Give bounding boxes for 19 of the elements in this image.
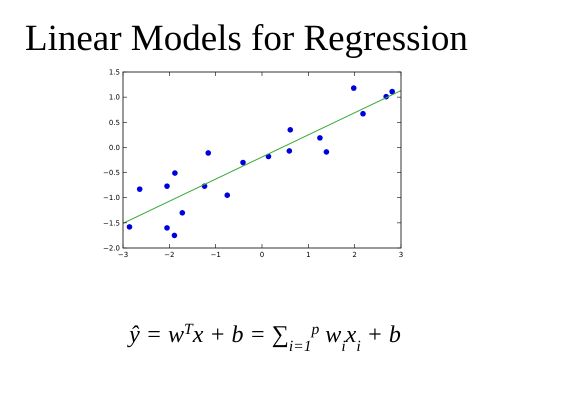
point [164, 183, 170, 189]
point [172, 170, 178, 176]
point [205, 150, 212, 156]
point [164, 225, 170, 231]
point [360, 110, 366, 117]
point [287, 127, 294, 133]
point [324, 149, 330, 155]
point [317, 135, 323, 141]
text: ŷ = w$^{T}$x + b = ∑$_{i=1}$$^{p}$ w$_{i}$x$_{i}$ + b [129, 320, 401, 354]
point [172, 232, 178, 238]
point [286, 148, 292, 154]
point [350, 85, 357, 91]
point [240, 160, 246, 166]
point [136, 186, 142, 192]
point [180, 210, 186, 216]
point [389, 88, 395, 94]
point [126, 224, 132, 230]
point [224, 192, 230, 198]
chart-title: Linear Models for Regression [25, 18, 468, 59]
